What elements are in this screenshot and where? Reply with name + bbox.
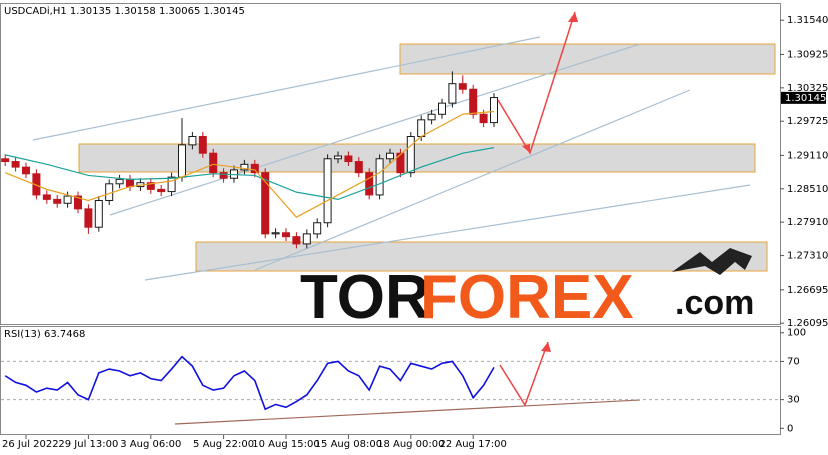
arrow-head bbox=[541, 342, 551, 352]
candle-body bbox=[458, 83, 467, 90]
x-tick-label: 18 Aug 00:00 bbox=[377, 439, 444, 450]
y-tick-label: 1.27310 bbox=[787, 251, 828, 262]
channel-line bbox=[254, 89, 691, 271]
rsi-tick-label: 100 bbox=[787, 328, 806, 339]
candle-body bbox=[84, 208, 93, 228]
candle-body bbox=[167, 176, 176, 193]
channel-line bbox=[144, 184, 751, 281]
candle-body bbox=[126, 178, 134, 188]
price-plot bbox=[1, 71, 498, 249]
candle-body bbox=[209, 152, 218, 174]
rsi-frame bbox=[0, 326, 781, 435]
candle-body bbox=[365, 172, 374, 196]
candle-body bbox=[427, 113, 436, 121]
candle-body bbox=[250, 163, 259, 174]
candle-body bbox=[334, 155, 342, 160]
candle-body bbox=[74, 195, 82, 210]
moving-average bbox=[4, 110, 495, 218]
rsi-tick-label: 70 bbox=[787, 356, 800, 367]
candle-body bbox=[438, 102, 446, 115]
channel-lines bbox=[32, 36, 751, 281]
candle-body bbox=[292, 236, 301, 245]
candle-body bbox=[53, 198, 62, 204]
x-tick-label: 10 Aug 15:00 bbox=[252, 439, 319, 450]
candle-body bbox=[219, 172, 228, 179]
candle-body bbox=[157, 188, 166, 193]
logo-part: TOR bbox=[300, 263, 430, 332]
arrow-head bbox=[522, 144, 530, 153]
y-tick-label: 1.30325 bbox=[787, 83, 828, 94]
rsi-tick-label: 0 bbox=[787, 423, 793, 434]
x-tick-label: 26 Jul 2022 bbox=[2, 439, 59, 450]
rsi-trendline bbox=[174, 399, 641, 425]
candle-body bbox=[302, 233, 311, 245]
price-frame bbox=[0, 3, 781, 325]
channel-line bbox=[32, 36, 541, 141]
y-tick-label: 1.27910 bbox=[787, 217, 828, 228]
candle-body bbox=[417, 119, 426, 138]
candle-body bbox=[94, 199, 103, 228]
logo-part: .com bbox=[675, 284, 754, 322]
resistance-zone bbox=[399, 43, 776, 75]
candle-body bbox=[469, 88, 478, 115]
candle-body bbox=[354, 161, 363, 174]
logo-part: FOREX bbox=[420, 263, 634, 332]
candle-body bbox=[22, 166, 30, 175]
candle-body bbox=[188, 136, 197, 146]
candle-body bbox=[178, 144, 186, 178]
x-tick-label: 22 Aug 17:00 bbox=[439, 439, 506, 450]
candle-body bbox=[375, 158, 384, 196]
candle-body bbox=[386, 152, 394, 160]
candle-body bbox=[115, 178, 124, 185]
candle-body bbox=[11, 161, 20, 168]
y-tick-label: 1.26095 bbox=[787, 318, 828, 329]
candle-body bbox=[479, 113, 488, 124]
candle-body bbox=[448, 83, 457, 104]
rsi-title: RSI(13) 63.7468 bbox=[4, 329, 85, 340]
candle-body bbox=[490, 97, 498, 124]
last-price-label: 1.30145 bbox=[785, 93, 826, 104]
y-tick-label: 1.30925 bbox=[787, 49, 828, 60]
channel-line bbox=[109, 43, 641, 216]
x-tick-label: 29 Jul 13:00 bbox=[58, 439, 118, 450]
y-tick-label: 1.26695 bbox=[787, 285, 828, 296]
candle-body bbox=[198, 136, 207, 154]
candle-body bbox=[42, 194, 51, 200]
candle-body bbox=[313, 222, 322, 235]
logo-bull bbox=[672, 248, 752, 275]
candle-body bbox=[406, 136, 415, 174]
x-tick-label: 15 Aug 08:00 bbox=[315, 439, 382, 450]
candle-body bbox=[1, 158, 10, 163]
candle-body bbox=[396, 152, 405, 174]
y-tick-label: 1.29110 bbox=[787, 150, 828, 161]
arrow-head bbox=[568, 12, 578, 22]
candle-body bbox=[146, 182, 155, 190]
candle-body bbox=[344, 155, 353, 163]
x-tick-label: 5 Aug 22:00 bbox=[193, 439, 254, 450]
rsi-line bbox=[4, 355, 495, 411]
y-tick-label: 1.31540 bbox=[787, 15, 828, 26]
candle-body bbox=[63, 195, 72, 204]
candle-body bbox=[282, 232, 290, 238]
moving-average bbox=[5, 147, 495, 201]
candle-body bbox=[271, 232, 280, 235]
candle-body bbox=[240, 163, 249, 171]
middle-zone bbox=[78, 143, 756, 173]
y-tick-label: 1.28510 bbox=[787, 184, 828, 195]
y-tick-label: 1.29725 bbox=[787, 116, 828, 127]
rsi-tick-label: 30 bbox=[787, 395, 800, 406]
candle-body bbox=[261, 172, 270, 235]
candle-body bbox=[323, 158, 332, 224]
rsi-arrow bbox=[499, 341, 549, 407]
x-tick-label: 3 Aug 06:00 bbox=[120, 439, 181, 450]
last-price-box bbox=[781, 91, 826, 104]
chart-title: USDCADi,H1 1.30135 1.30158 1.30065 1.301… bbox=[4, 6, 245, 17]
